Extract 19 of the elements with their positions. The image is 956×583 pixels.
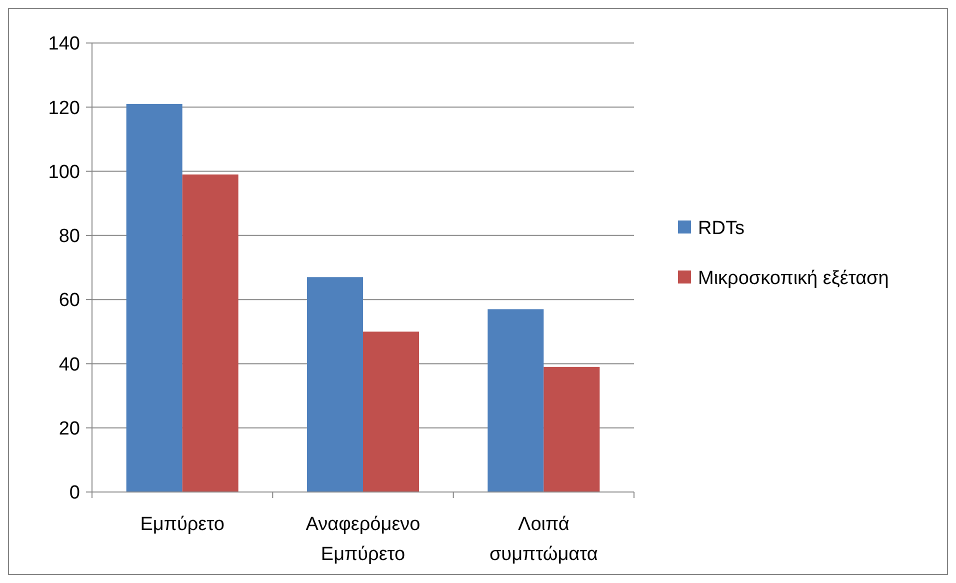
legend-label: Μικροσκοπική εξέταση (698, 268, 889, 290)
y-tick-label: 100 (48, 162, 80, 183)
y-tick-label: 0 (69, 482, 80, 504)
y-tick-label: 20 (58, 418, 80, 440)
bar (488, 309, 544, 492)
x-tick-label: Αναφερόμενο Εμπύρετο (306, 514, 420, 565)
x-tick-label: Εμπύρετο (140, 514, 224, 535)
x-tick-label: Λοιπά συμπτώματα (489, 514, 598, 565)
y-tick-label: 120 (48, 98, 80, 119)
bar (544, 366, 600, 492)
bar (182, 174, 238, 492)
legend-label: RDTs (698, 218, 744, 240)
y-tick-label: 140 (48, 34, 80, 55)
y-tick-label: 60 (58, 290, 80, 312)
bar (126, 104, 182, 492)
y-tick-label: 80 (58, 226, 80, 248)
bar (363, 332, 420, 492)
bar (306, 277, 363, 492)
y-tick-label: 40 (58, 354, 80, 376)
